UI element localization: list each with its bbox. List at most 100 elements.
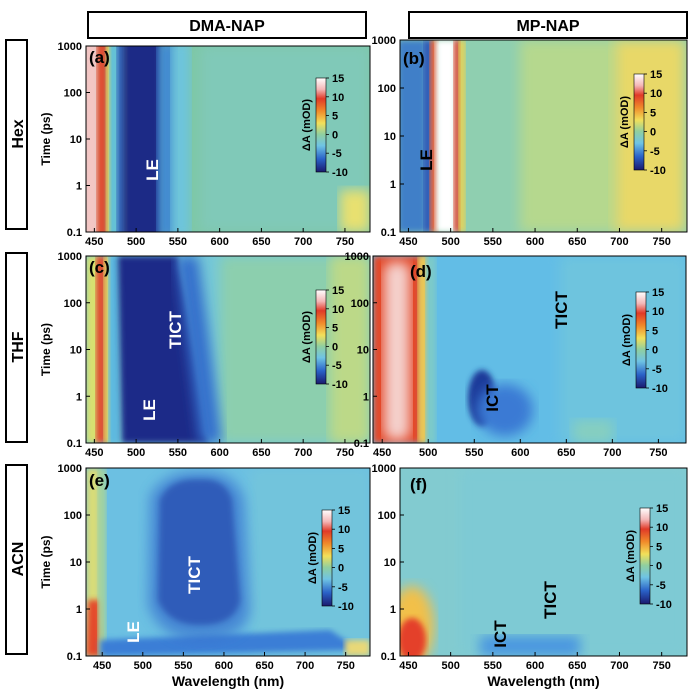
panel-e-annotation-tict: TICT (185, 556, 204, 594)
x-tick-label: 600 (210, 236, 228, 248)
x-tick-label: 450 (373, 447, 391, 459)
colorbar-tick-label: -10 (652, 383, 668, 395)
x-tick-label: 450 (399, 236, 417, 248)
panel-e-colorbar (321, 509, 333, 607)
panel-b-colorbar (633, 73, 645, 171)
y-tick-label: 1 (363, 391, 369, 403)
colorbar-label: ΔA (mOD) (625, 530, 637, 582)
colorbar-label: ΔA (mOD) (307, 532, 319, 584)
colorbar-tick-label: 0 (332, 341, 338, 353)
y-tick-label: 0.1 (381, 227, 396, 239)
y-tick-label: 1000 (345, 251, 369, 263)
x-tick-label: 650 (557, 447, 575, 459)
x-tick-label: 700 (294, 447, 312, 459)
y-tick-label: 100 (378, 510, 396, 522)
x-tick-label: 550 (484, 660, 502, 672)
panel-d: (d) ICT TICT (372, 255, 687, 444)
y-tick-label: 1000 (372, 35, 396, 47)
x-tick-label: 750 (336, 447, 354, 459)
panel-d-colorbar (635, 291, 647, 389)
panel-f-annotation-tict: TICT (541, 581, 560, 619)
row-box-hex (5, 39, 28, 230)
panel-b: (b) LE (399, 39, 688, 233)
colorbar-tick-label: 5 (332, 323, 338, 335)
panel-e: (e) TICT LE (85, 467, 371, 657)
panel-e-label: (e) (89, 471, 110, 490)
panel-c-colorbar (315, 289, 327, 385)
y-tick-label: 10 (384, 557, 396, 569)
panel-f: (f) ICT TICT (399, 467, 688, 657)
colorbar-tick-label: 5 (652, 325, 658, 337)
colorbar-tick-label: 15 (652, 287, 664, 299)
colorbar-tick-label: -10 (332, 167, 348, 179)
y-tick-label: 100 (64, 298, 82, 310)
x-tick-label: 750 (652, 660, 670, 672)
x-tick-label: 600 (215, 660, 233, 672)
row-box-acn (5, 464, 28, 655)
panel-c-annotation-tict: TICT (166, 311, 185, 349)
x-tick-label: 450 (85, 236, 103, 248)
colorbar-tick-label: 15 (338, 505, 350, 517)
y-tick-label: 1000 (58, 251, 82, 263)
colorbar-tick-label: 5 (338, 543, 344, 555)
colorbar-tick-label: 10 (332, 92, 344, 104)
x-tick-label: 700 (296, 660, 314, 672)
colorbar-tick-label: 0 (652, 345, 658, 357)
column-header-mp: MP-NAP (516, 18, 579, 35)
y-tick-label: 1000 (372, 463, 396, 475)
colorbar-tick-label: -5 (332, 360, 342, 372)
x-tick-label: 500 (419, 447, 437, 459)
x-tick-label: 500 (127, 447, 145, 459)
panel-f-label: (f) (410, 475, 427, 494)
colorbar-tick-label: 0 (650, 127, 656, 139)
y-tick-label: 0.1 (67, 651, 82, 663)
x-tick-label: 500 (127, 236, 145, 248)
y-tick-label: 0.1 (67, 227, 82, 239)
x-axis-title: Wavelength (nm) (172, 673, 284, 689)
y-axis-title: Time (ps) (39, 323, 53, 376)
colorbar-tick-label: 0 (338, 563, 344, 575)
y-tick-label: 10 (384, 131, 396, 143)
y-tick-label: 10 (70, 345, 82, 357)
x-tick-label: 700 (294, 236, 312, 248)
panel-d-annotation-tict: TICT (552, 291, 571, 329)
colorbar-tick-label: 5 (656, 541, 662, 553)
x-tick-label: 700 (610, 660, 628, 672)
x-tick-label: 750 (336, 236, 354, 248)
y-tick-label: 100 (378, 83, 396, 95)
colorbar-tick-label: -10 (338, 601, 354, 613)
panel-f-annotation-ict: ICT (491, 620, 510, 648)
x-tick-label: 550 (484, 236, 502, 248)
colorbar-tick-label: -10 (650, 165, 666, 177)
colorbar-tick-label: 15 (332, 73, 344, 85)
row-label-hex: Hex (10, 119, 27, 148)
x-tick-label: 550 (465, 447, 483, 459)
y-tick-label: 100 (64, 88, 82, 100)
x-tick-label: 600 (511, 447, 529, 459)
x-tick-label: 450 (399, 660, 417, 672)
panel-b-label: (b) (403, 49, 425, 68)
x-tick-label: 500 (134, 660, 152, 672)
x-tick-label: 650 (568, 660, 586, 672)
colorbar-tick-label: -5 (332, 148, 342, 160)
colorbar-tick-label: -10 (332, 379, 348, 391)
panel-e-annotation-le: LE (124, 621, 143, 643)
y-tick-label: 0.1 (67, 438, 82, 450)
x-tick-label: 450 (85, 447, 103, 459)
colorbar-label: ΔA (mOD) (301, 311, 313, 363)
panel-d-annotation-ict: ICT (483, 384, 502, 412)
colorbar-tick-label: 10 (650, 88, 662, 100)
row-box-thf (5, 252, 28, 443)
colorbar-tick-label: 10 (338, 524, 350, 536)
header-box-dma (87, 11, 367, 39)
y-tick-label: 1 (390, 604, 396, 616)
panel-a-annotation-le: LE (143, 159, 162, 181)
colorbar-label: ΔA (mOD) (301, 99, 313, 151)
y-tick-label: 100 (64, 510, 82, 522)
header-box-mp (408, 11, 688, 39)
x-tick-label: 550 (169, 447, 187, 459)
x-tick-label: 650 (255, 660, 273, 672)
x-tick-label: 600 (210, 447, 228, 459)
